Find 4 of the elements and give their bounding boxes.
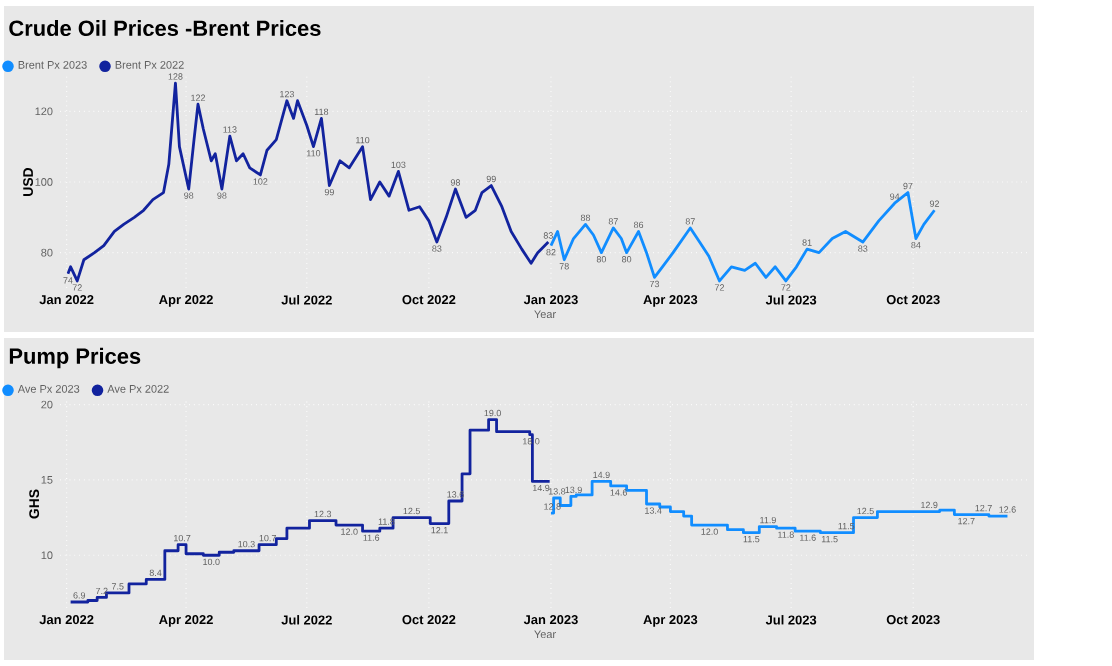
chart-title: Pump Prices [9,347,141,369]
line-series [66,81,550,283]
line-series [549,191,936,283]
chart-title: Crude Oil Prices -Brent Prices [9,19,321,37]
